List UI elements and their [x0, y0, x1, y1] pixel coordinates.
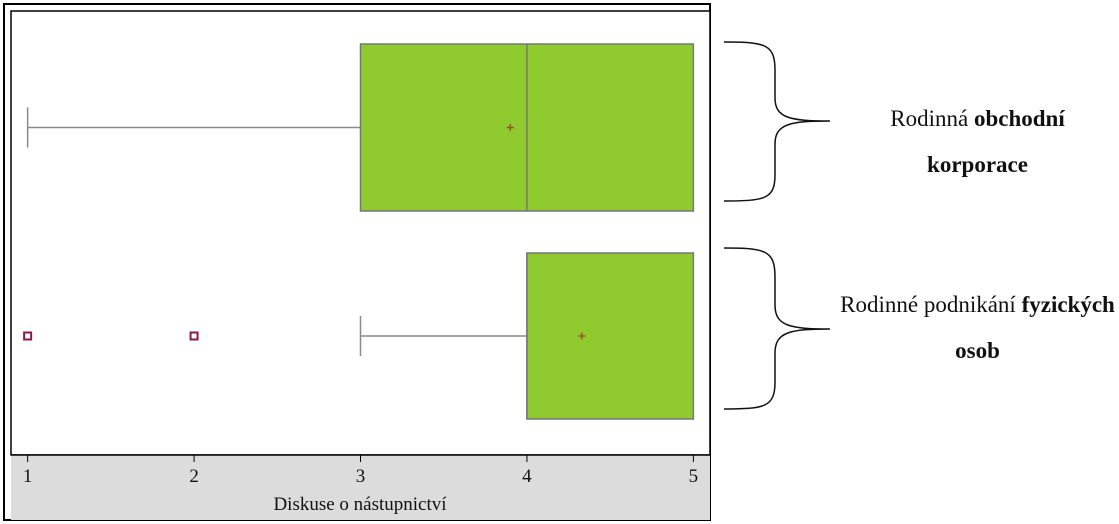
- x-tick-label: 2: [189, 466, 199, 487]
- box-iqr: [526, 252, 695, 420]
- x-axis-ticks: 1 2 3 4 5: [23, 455, 698, 487]
- group-2-brace: [723, 247, 831, 410]
- x-axis-label: Diskuse o nástupnictví: [273, 494, 447, 515]
- x-axis-band: [11, 455, 710, 520]
- group-1-label: Rodinná obchodní korporace: [840, 96, 1115, 188]
- box-series: [23, 43, 695, 420]
- x-tick-label: 5: [689, 466, 699, 487]
- group-2-label-normal: Rodinné podnikání: [840, 292, 1022, 317]
- x-tick-label: 1: [23, 466, 33, 487]
- box-group-1: [26, 43, 695, 212]
- group-2-label: Rodinné podnikání fyzických osob: [840, 282, 1115, 374]
- outlier-point: [23, 331, 33, 341]
- x-tick-label: 3: [356, 466, 366, 487]
- mean-marker: [506, 124, 514, 131]
- group-2-label-bold: fyzických osob: [955, 292, 1115, 363]
- group-1-label-normal: Rodinná: [890, 106, 974, 131]
- box-group-2: [23, 252, 695, 420]
- x-tick-label: 4: [522, 466, 532, 487]
- group-1-label-bold: obchodní korporace: [927, 106, 1065, 177]
- mean-marker: [578, 332, 586, 340]
- group-1-brace: [723, 41, 831, 202]
- outlier-point: [189, 331, 199, 341]
